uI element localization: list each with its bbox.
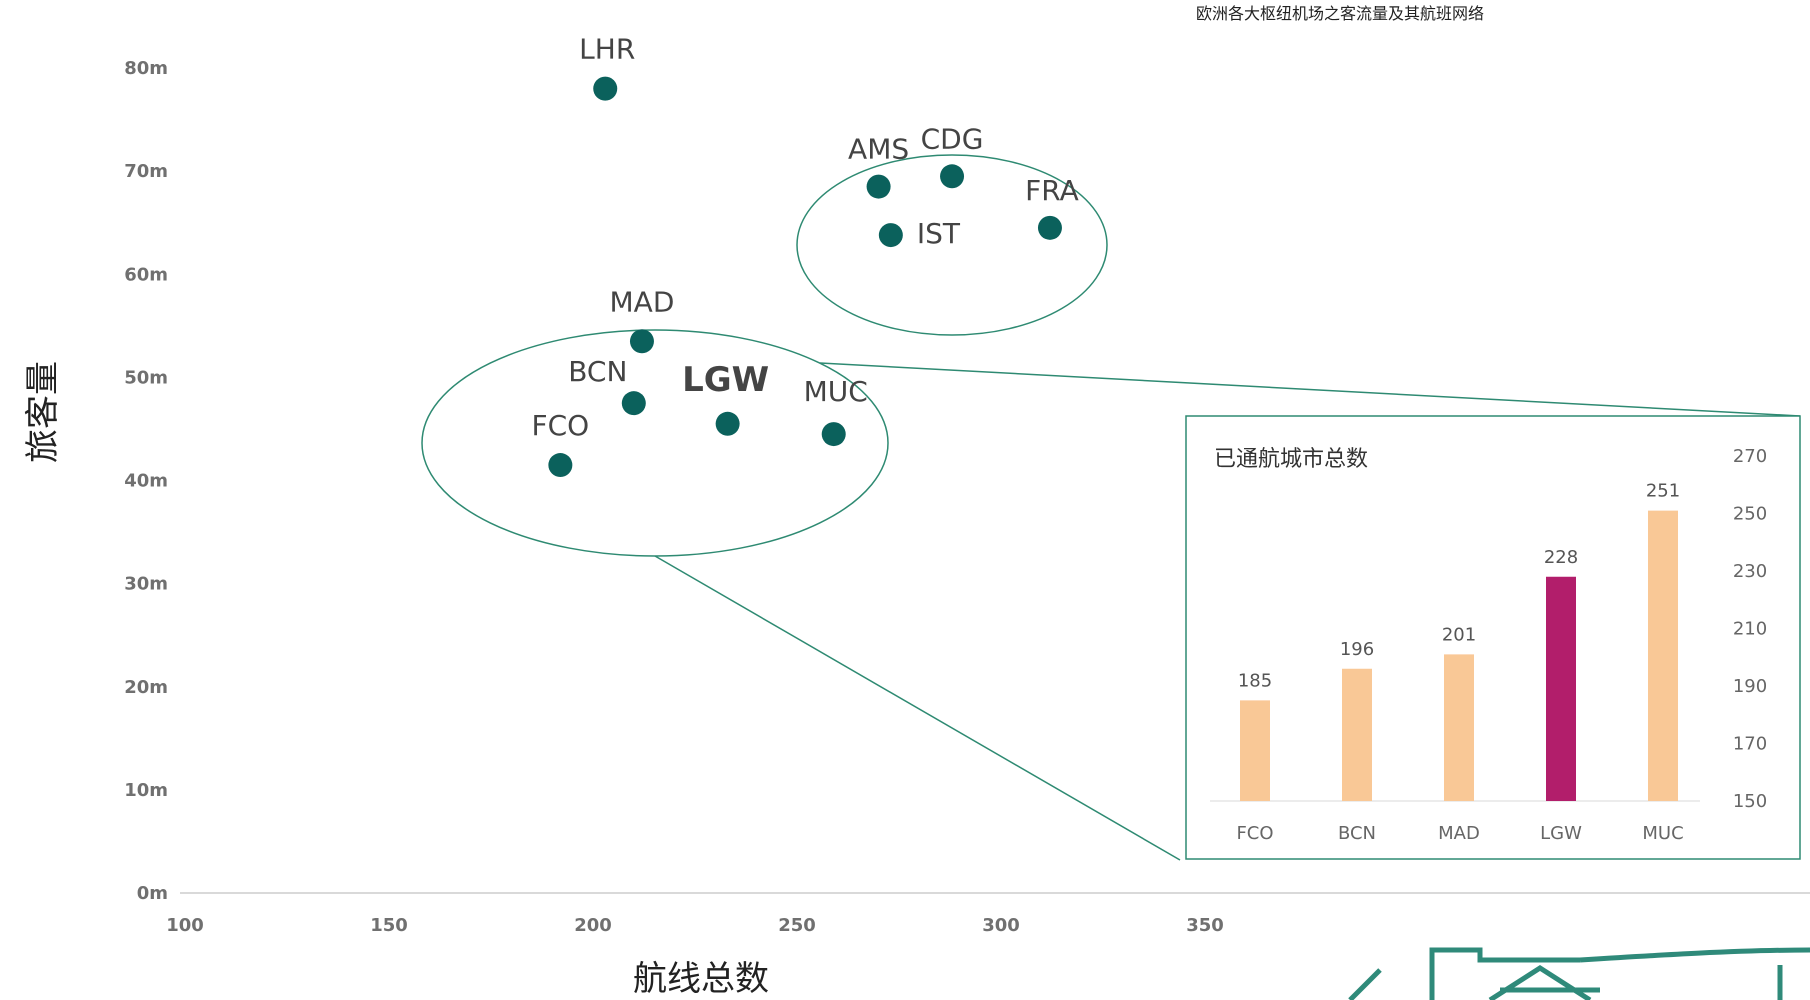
inset-category-label: BCN [1338,823,1376,844]
inset-category-label: MAD [1438,823,1480,844]
inset-value-label: 201 [1442,624,1476,645]
inset-y-axis-ticks: 150 170 190 210 230 250 270 [1733,446,1767,812]
inset-bar-bcn [1342,668,1372,801]
inset-value-label: 185 [1238,670,1272,691]
inset-y-tick-label: 170 [1733,734,1767,755]
point-label-lhr: LHR [579,33,635,66]
y-tick-label: 10m [124,780,168,801]
inset-y-tick-label: 210 [1733,619,1767,640]
inset-bar-lgw [1546,576,1576,801]
inset-panel [1185,415,1801,860]
zoom-connector-bottom [654,555,1181,861]
inset-category-label: LGW [1540,823,1582,844]
y-tick-label: 30m [124,574,168,595]
x-axis-ticks: 100 150 200 250 300 350 [166,915,1224,936]
x-axis-label: 航线总数 [633,959,769,999]
x-tick-label: 200 [574,915,612,936]
inset-value-label: 196 [1340,639,1374,660]
scatter-point-mad [629,329,654,354]
inset-bars: 185 FCO 196 BCN 201 MAD 228 LGW 251 MUC [1236,481,1683,844]
zoom-connector-top [819,362,1801,417]
x-tick-label: 250 [778,915,816,936]
scatter-point-ams [866,174,891,199]
inset-bar-muc [1648,510,1678,801]
inset-value-label: 251 [1646,481,1680,502]
inset-bar-mad [1444,654,1474,801]
y-axis-ticks: 0m 10m 20m 30m 40m 50m 60m 70m 80m [124,58,168,904]
point-label-bcn: BCN [568,355,627,388]
scatter-point-ist [878,223,903,248]
point-label-ams: AMS [848,133,909,166]
x-tick-label: 150 [370,915,408,936]
y-tick-label: 0m [137,883,168,904]
chart-title: 欧洲各大枢纽机场之客流量及其航班网络 [1196,4,1484,23]
inset-category-label: FCO [1236,823,1273,844]
inset-y-tick-label: 230 [1733,561,1767,582]
x-tick-label: 350 [1186,915,1224,936]
scatter-point-lgw [715,411,740,436]
inset-y-tick-label: 190 [1733,676,1767,697]
scatter-point-bcn [621,391,646,416]
y-tick-label: 70m [124,161,168,182]
y-tick-label: 50m [124,367,168,388]
inset-bar-fco [1240,700,1270,801]
scatter-points: LHR AMS CDG FRA IST MAD BCN LGW MUC FCO [532,33,1079,478]
x-tick-label: 100 [166,915,204,936]
y-axis-label: 旅客量 [23,361,63,463]
y-tick-label: 20m [124,677,168,698]
y-tick-label: 60m [124,264,168,285]
inset-y-tick-label: 250 [1733,504,1767,525]
y-tick-label: 80m [124,58,168,79]
decorative-logo-fragment [1348,947,1810,1000]
cluster-ellipse-upper [796,154,1108,336]
point-label-lgw: LGW [682,360,769,400]
inset-y-tick-label: 150 [1733,791,1767,812]
scatter-point-fra [1037,215,1062,240]
point-label-ist: IST [917,217,961,250]
y-tick-label: 40m [124,471,168,492]
x-tick-label: 300 [982,915,1020,936]
inset-category-label: MUC [1642,823,1683,844]
scatter-point-lhr [593,76,618,101]
scatter-point-muc [821,422,846,447]
point-label-muc: MUC [804,375,868,408]
scatter-point-fco [548,453,573,478]
point-label-fco: FCO [532,409,590,442]
inset-value-label: 228 [1544,547,1578,568]
inset-y-tick-label: 270 [1733,446,1767,467]
point-label-mad: MAD [610,285,675,318]
cluster-ellipse-lower [421,329,889,557]
point-label-cdg: CDG [921,122,984,155]
scatter-point-cdg [940,164,965,189]
point-label-fra: FRA [1025,174,1079,207]
inset-title: 已通航城市总数 [1214,447,1368,472]
